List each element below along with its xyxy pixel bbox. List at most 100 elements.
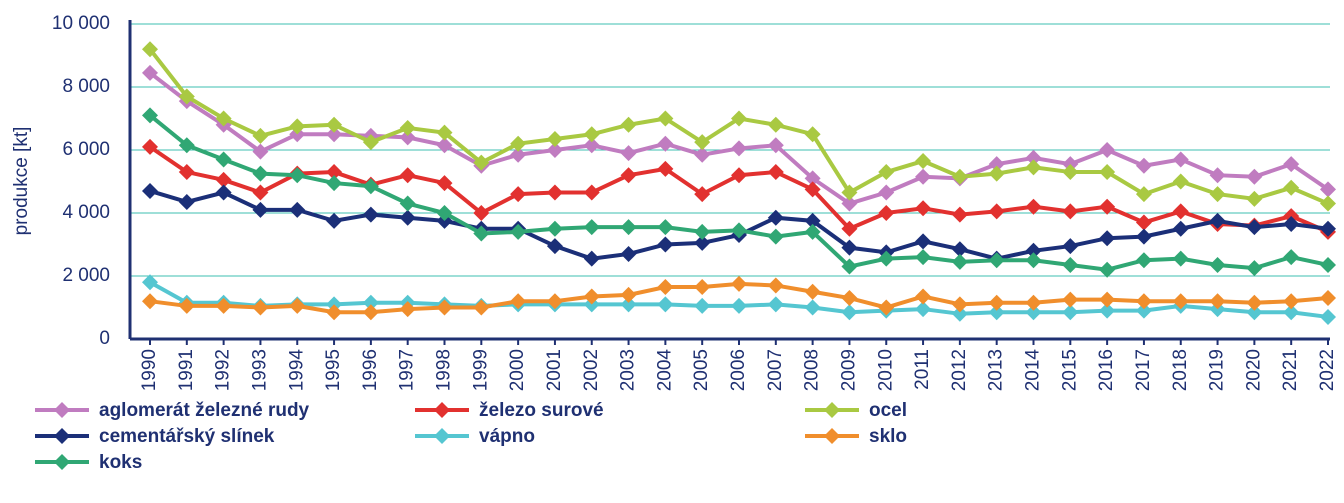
- data-point: [1135, 157, 1152, 174]
- data-point: [1283, 249, 1300, 266]
- data-point: [731, 275, 747, 292]
- data-point: [915, 249, 932, 266]
- data-point: [178, 297, 195, 314]
- data-point: [915, 288, 932, 305]
- data-point: [252, 127, 269, 144]
- data-point: [1246, 190, 1263, 207]
- data-point: [473, 205, 490, 221]
- data-point: [1135, 228, 1152, 245]
- data-point: [252, 184, 269, 201]
- x-tick-label: 2009: [838, 349, 859, 391]
- data-point: [142, 293, 158, 310]
- data-point: [142, 64, 158, 81]
- data-point: [657, 135, 674, 152]
- x-tick-label: 2013: [986, 349, 1007, 391]
- data-point: [252, 165, 269, 182]
- data-point: [878, 184, 895, 201]
- data-point: [1025, 149, 1042, 166]
- data-point: [326, 126, 343, 143]
- data-point: [657, 279, 674, 296]
- data-point: [1172, 203, 1189, 220]
- data-point: [1025, 304, 1042, 321]
- data-point: [951, 253, 968, 270]
- data-point: [583, 219, 600, 236]
- data-point: [546, 238, 563, 255]
- data-point: [362, 178, 379, 195]
- legend-marker: [434, 402, 450, 418]
- data-point: [731, 140, 747, 157]
- data-point: [289, 118, 306, 135]
- x-tick-label: 1996: [360, 349, 381, 391]
- data-point: [362, 134, 379, 151]
- data-point: [951, 241, 968, 258]
- data-point: [731, 222, 747, 239]
- x-tick-label: 1997: [397, 349, 418, 391]
- data-point: [399, 301, 416, 318]
- data-point: [1209, 256, 1226, 273]
- data-point: [657, 236, 674, 253]
- x-tick-label: 2016: [1096, 349, 1117, 391]
- data-point: [1025, 252, 1042, 269]
- x-tick-label: 2010: [875, 349, 896, 391]
- data-point: [731, 297, 747, 314]
- data-point: [362, 304, 379, 321]
- data-point: [804, 212, 821, 229]
- data-point: [252, 143, 269, 160]
- data-point: [215, 110, 232, 127]
- data-point: [1209, 212, 1226, 229]
- data-point: [657, 160, 674, 177]
- data-point: [620, 167, 637, 184]
- data-point: [142, 107, 158, 124]
- x-tick-label: 2018: [1170, 349, 1191, 391]
- data-point: [1135, 302, 1152, 319]
- data-point: [1099, 291, 1116, 308]
- data-point: [694, 186, 711, 203]
- data-point: [841, 290, 858, 307]
- data-point: [1209, 293, 1226, 310]
- data-point: [620, 296, 637, 313]
- data-point: [289, 201, 306, 218]
- data-point: [583, 126, 600, 143]
- legend-label: cementářský slínek: [99, 426, 275, 447]
- data-point: [841, 304, 858, 321]
- x-tick-label: 2020: [1243, 349, 1264, 391]
- data-point: [362, 294, 379, 311]
- data-point: [804, 283, 821, 300]
- data-point: [620, 116, 637, 133]
- data-point: [436, 124, 453, 141]
- data-point: [546, 130, 563, 147]
- x-tick-label: 2022: [1317, 349, 1338, 391]
- y-tick-label: 0: [99, 328, 110, 349]
- data-point: [804, 181, 821, 198]
- data-point: [915, 168, 932, 185]
- y-tick-label: 2 000: [62, 265, 110, 286]
- data-point: [951, 206, 968, 223]
- data-point: [1209, 186, 1226, 203]
- data-point: [178, 193, 195, 210]
- data-point: [1320, 195, 1336, 212]
- data-point: [215, 171, 232, 188]
- data-point: [1172, 220, 1189, 237]
- data-point: [988, 165, 1005, 182]
- data-point: [767, 277, 784, 294]
- x-tick-label: 2007: [765, 349, 786, 391]
- data-point: [399, 209, 416, 226]
- data-point: [510, 293, 527, 310]
- data-point: [510, 186, 527, 203]
- data-point: [1062, 291, 1079, 308]
- data-point: [804, 170, 821, 187]
- x-tick-label: 2015: [1059, 349, 1080, 391]
- data-point: [1209, 167, 1226, 184]
- data-point: [1062, 304, 1079, 321]
- data-point: [804, 223, 821, 240]
- data-point: [1283, 156, 1300, 173]
- data-point: [436, 175, 453, 192]
- data-point: [767, 296, 784, 313]
- x-tick-label: 2003: [618, 349, 639, 391]
- data-point: [326, 116, 343, 133]
- data-point: [583, 250, 600, 267]
- data-point: [694, 223, 711, 240]
- data-point: [915, 301, 932, 318]
- data-point: [142, 41, 158, 58]
- x-tick-label: 1999: [470, 349, 491, 391]
